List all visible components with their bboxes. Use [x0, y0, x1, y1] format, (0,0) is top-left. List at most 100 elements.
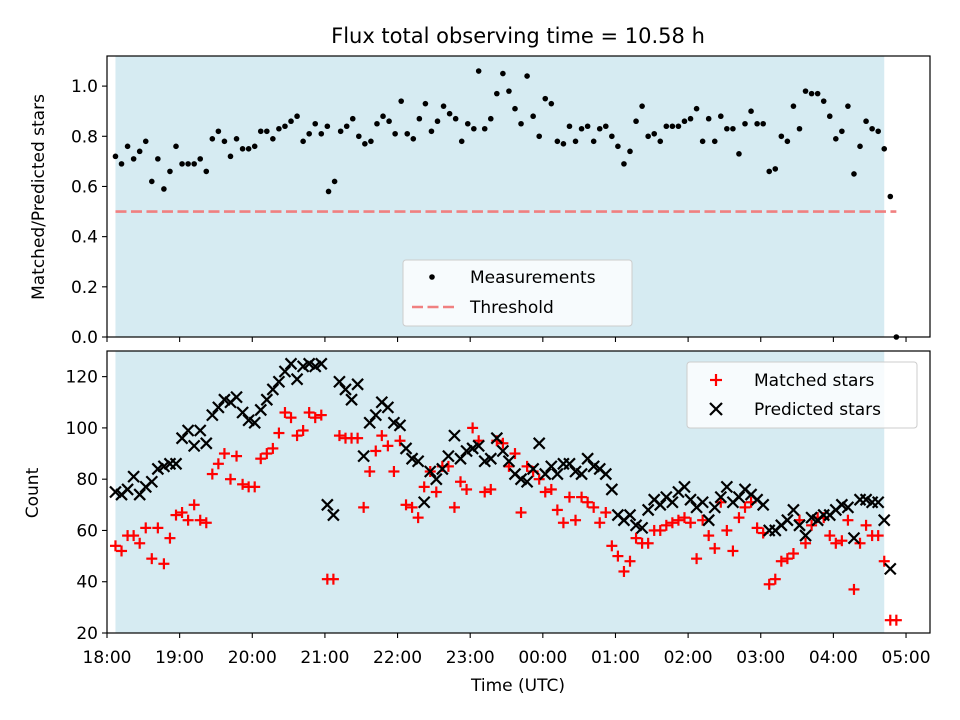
- predicted-star-point: [635, 521, 649, 535]
- matched-star-point: [303, 407, 315, 419]
- measurement-point: [331, 178, 338, 185]
- matched-star-point: [533, 473, 545, 485]
- measurement-point: [578, 125, 585, 132]
- matched-star-point: [291, 430, 303, 442]
- matched-star-point: [109, 540, 121, 552]
- predicted-star-point: [381, 401, 395, 414]
- matched-star-point: [261, 448, 273, 460]
- bottom-y-ticks: 20 40 60 80 100 120: [66, 368, 107, 644]
- bottom-x-tick-label: 00:00: [518, 648, 567, 668]
- bottom-legend: Matched stars Predicted stars: [686, 361, 918, 429]
- measurement-point: [778, 133, 785, 140]
- predicted-star-point: [236, 406, 249, 419]
- predicted-star-point: [327, 508, 340, 522]
- matched-star-point: [285, 412, 297, 424]
- matched-star-point: [576, 491, 588, 503]
- matched-star-point: [733, 512, 745, 524]
- predicted-star-point: [351, 378, 364, 391]
- predicted-star-point: [278, 365, 292, 378]
- top-y-tick-label: 0.2: [71, 278, 98, 298]
- matched-star-point: [249, 481, 261, 493]
- measurement-point: [167, 168, 173, 175]
- predicted-star-point: [411, 454, 425, 468]
- measurement-point: [857, 143, 863, 150]
- predicted-star-point: [187, 439, 201, 453]
- bottom-panel: 20 40 60 80 100 120 18:00 19:00 20:00 21:00 22:00…: [23, 350, 931, 696]
- predicted-star-point: [175, 431, 189, 445]
- measurement-point: [368, 138, 374, 145]
- top-y-ticks: 0.0 0.2 0.4 0.6 0.8 1.0: [71, 77, 107, 348]
- predicted-star-point: [696, 495, 709, 509]
- predicted-star-point: [847, 531, 861, 545]
- measurement-point: [464, 120, 471, 127]
- matched-star-point: [691, 553, 703, 565]
- bottom-x-tick-label: 23:00: [446, 648, 495, 668]
- measurement-point: [155, 156, 161, 162]
- measurement-point: [362, 141, 368, 147]
- measurement-point: [270, 135, 276, 142]
- matched-star-point: [315, 409, 327, 421]
- predicted-star-point: [714, 490, 728, 504]
- measurement-point: [875, 128, 881, 135]
- measurement-point: [179, 161, 185, 167]
- predicted-star-point: [502, 454, 516, 468]
- measurement-point: [197, 156, 204, 162]
- predicted-star-point: [563, 457, 576, 471]
- matched-star-point: [255, 453, 267, 465]
- predicted-star-point: [230, 390, 243, 404]
- measurement-point: [148, 178, 155, 185]
- top-legend-box: [402, 259, 633, 327]
- matched-star-point: [412, 512, 424, 524]
- matched-star-point: [860, 519, 872, 531]
- matched-star-point: [515, 507, 527, 519]
- matched-star-point: [842, 514, 854, 526]
- bottom-y-axis-label: Count: [23, 467, 43, 518]
- predicted-star-point: [199, 437, 213, 450]
- matched-star-point: [709, 542, 721, 554]
- measurement-point: [312, 120, 319, 127]
- matched-star-point: [327, 573, 339, 585]
- matched-star-point: [455, 476, 467, 488]
- predicted-star-point: [254, 403, 268, 417]
- bottom-legend-box: [686, 361, 918, 429]
- matched-star-point: [485, 483, 497, 495]
- predicted-star-point: [193, 424, 207, 437]
- measurement-point: [118, 161, 125, 167]
- predicted-star-point: [363, 416, 376, 430]
- predicted-star-point: [472, 439, 485, 453]
- measurement-point: [736, 151, 742, 157]
- matched-star-point: [146, 553, 158, 565]
- measurement-point: [554, 138, 561, 145]
- measurement-point: [645, 133, 651, 140]
- measurement-point: [276, 125, 282, 132]
- matched-star-point: [418, 481, 430, 493]
- measurement-point: [693, 105, 700, 112]
- bottom-x-ticks: 18:00 19:00 20:00 21:00 22:00 23:00 00:00 01:00…: [83, 633, 931, 668]
- predicted-star-point: [448, 429, 461, 442]
- measurement-point: [203, 168, 210, 175]
- predicted-star-point: [884, 562, 897, 576]
- measurement-point: [609, 133, 615, 140]
- matched-star-point: [430, 486, 442, 498]
- measurement-point: [627, 148, 633, 155]
- measurement-points: [112, 68, 900, 340]
- predicted-star-point: [666, 495, 679, 509]
- measurement-point: [300, 138, 306, 145]
- top-x-ticks: [106, 337, 907, 342]
- bottom-x-tick-label: 20:00: [228, 648, 277, 668]
- predicted-star-point: [127, 470, 140, 483]
- predicted-star-point: [605, 483, 619, 496]
- predicted-star-point: [272, 375, 286, 389]
- matched-star-point: [703, 530, 715, 542]
- predicted-star-point: [121, 483, 134, 496]
- matched-star-point: [830, 537, 842, 549]
- measurement-point: [209, 135, 216, 142]
- top-axes-frame: [106, 55, 931, 338]
- matched-star-point: [878, 555, 890, 567]
- bottom-x-tick-label: 02:00: [664, 648, 713, 668]
- measurement-point: [826, 113, 833, 120]
- measurement-point: [584, 123, 591, 130]
- measurement-point: [887, 193, 894, 200]
- predicted-star-point: [436, 462, 449, 476]
- measurement-point: [191, 161, 197, 167]
